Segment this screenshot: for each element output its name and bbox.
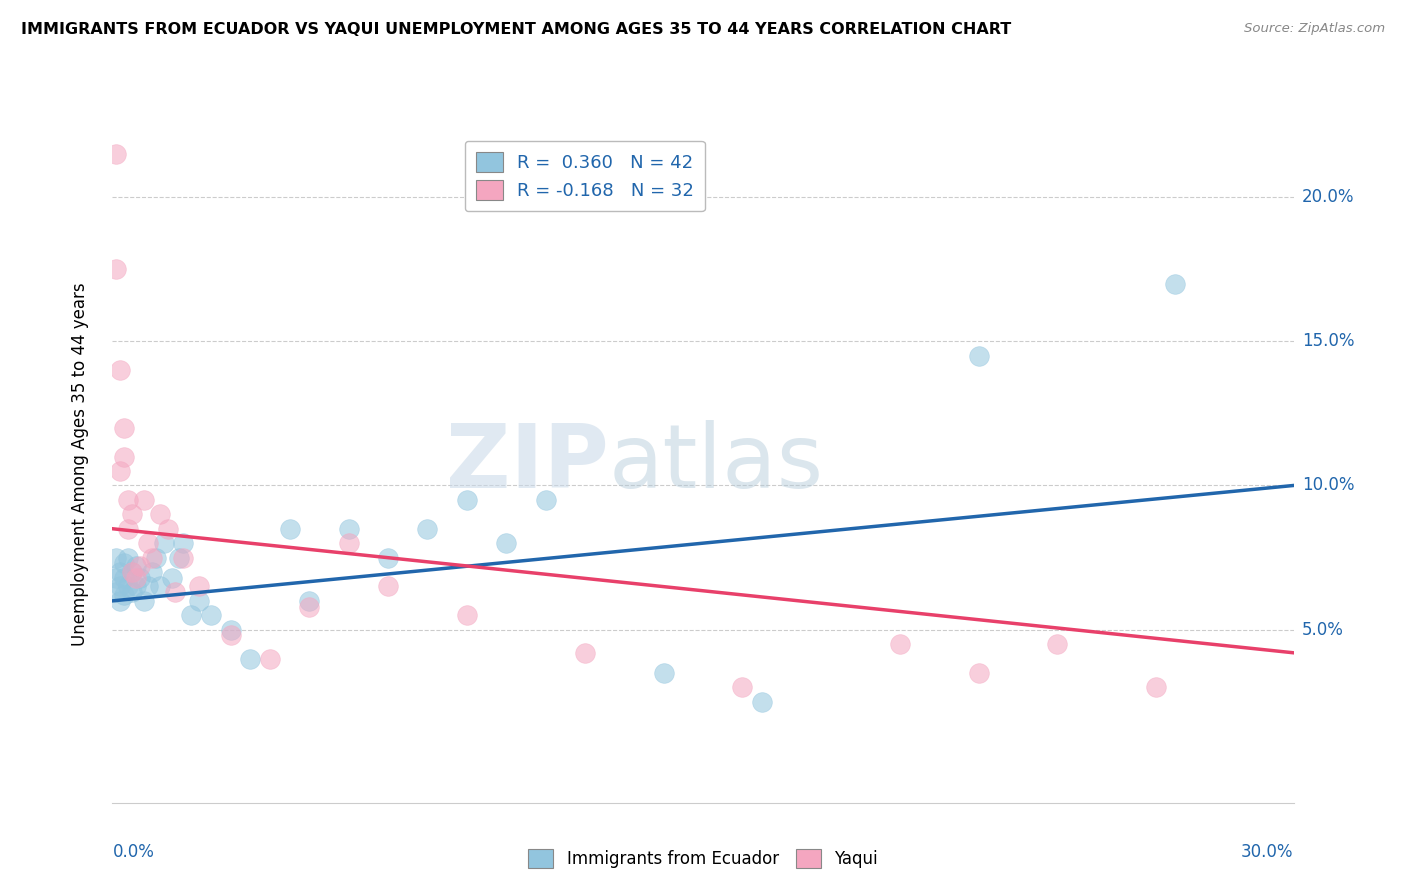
Point — [125, 579, 148, 593]
Point — [337, 522, 360, 536]
Point — [110, 594, 132, 608]
Point — [188, 579, 211, 593]
Point — [495, 536, 517, 550]
Point — [188, 594, 211, 608]
Point — [132, 492, 155, 507]
Point — [889, 637, 911, 651]
Legend: R =  0.360   N = 42, R = -0.168   N = 32: R = 0.360 N = 42, R = -0.168 N = 32 — [465, 141, 704, 211]
Point — [117, 492, 139, 507]
Legend: Immigrants from Ecuador, Yaqui: Immigrants from Ecuador, Yaqui — [522, 843, 884, 875]
Point — [652, 665, 675, 680]
Point — [117, 550, 139, 565]
Point — [105, 262, 128, 277]
Point — [377, 550, 399, 565]
Point — [110, 363, 132, 377]
Point — [112, 557, 135, 571]
Point — [239, 651, 262, 665]
Point — [200, 608, 222, 623]
Point — [105, 550, 128, 565]
Point — [456, 608, 478, 623]
Text: IMMIGRANTS FROM ECUADOR VS YAQUI UNEMPLOYMENT AMONG AGES 35 TO 44 YEARS CORRELAT: IMMIGRANTS FROM ECUADOR VS YAQUI UNEMPLO… — [21, 22, 1011, 37]
Text: Source: ZipAtlas.com: Source: ZipAtlas.com — [1244, 22, 1385, 36]
Point — [141, 550, 163, 565]
Point — [136, 536, 159, 550]
Point — [731, 681, 754, 695]
Y-axis label: Unemployment Among Ages 35 to 44 years: Unemployment Among Ages 35 to 44 years — [70, 282, 89, 646]
Point — [456, 492, 478, 507]
Text: atlas: atlas — [609, 420, 824, 508]
Point — [967, 665, 990, 680]
Point — [156, 522, 179, 536]
Point — [105, 585, 128, 599]
Point — [152, 536, 174, 550]
Point — [136, 579, 159, 593]
Point — [172, 550, 194, 565]
Text: 15.0%: 15.0% — [1302, 332, 1354, 351]
Point — [110, 565, 132, 579]
Point — [219, 628, 242, 642]
Point — [337, 536, 360, 550]
Point — [105, 146, 128, 161]
Point — [125, 559, 148, 574]
Point — [165, 585, 187, 599]
Text: 20.0%: 20.0% — [1302, 188, 1354, 206]
Point — [172, 536, 194, 550]
Point — [110, 579, 132, 593]
Point — [149, 508, 172, 522]
Point — [1046, 637, 1069, 651]
Point — [129, 571, 152, 585]
Text: 0.0%: 0.0% — [112, 844, 155, 862]
Point — [121, 585, 143, 599]
Point — [1164, 277, 1187, 291]
Point — [967, 349, 990, 363]
Point — [298, 594, 321, 608]
Point — [145, 550, 167, 565]
Point — [125, 571, 148, 585]
Point — [416, 522, 439, 536]
Point — [169, 550, 191, 565]
Point — [112, 588, 135, 602]
Point — [219, 623, 242, 637]
Point — [180, 608, 202, 623]
Point — [112, 421, 135, 435]
Point — [149, 579, 172, 593]
Text: 30.0%: 30.0% — [1241, 844, 1294, 862]
Point — [298, 599, 321, 614]
Point — [141, 565, 163, 579]
Point — [132, 594, 155, 608]
Point — [110, 464, 132, 478]
Point — [105, 571, 128, 585]
Point — [117, 579, 139, 593]
Point — [129, 559, 152, 574]
Point — [121, 508, 143, 522]
Text: ZIP: ZIP — [446, 420, 609, 508]
Point — [377, 579, 399, 593]
Point — [1144, 681, 1167, 695]
Point — [574, 646, 596, 660]
Point — [160, 571, 183, 585]
Point — [121, 565, 143, 579]
Text: 5.0%: 5.0% — [1302, 621, 1344, 639]
Point — [534, 492, 557, 507]
Point — [117, 522, 139, 536]
Point — [112, 450, 135, 464]
Point — [112, 571, 135, 585]
Point — [259, 651, 281, 665]
Text: 10.0%: 10.0% — [1302, 476, 1354, 494]
Point — [751, 695, 773, 709]
Point — [278, 522, 301, 536]
Point — [121, 565, 143, 579]
